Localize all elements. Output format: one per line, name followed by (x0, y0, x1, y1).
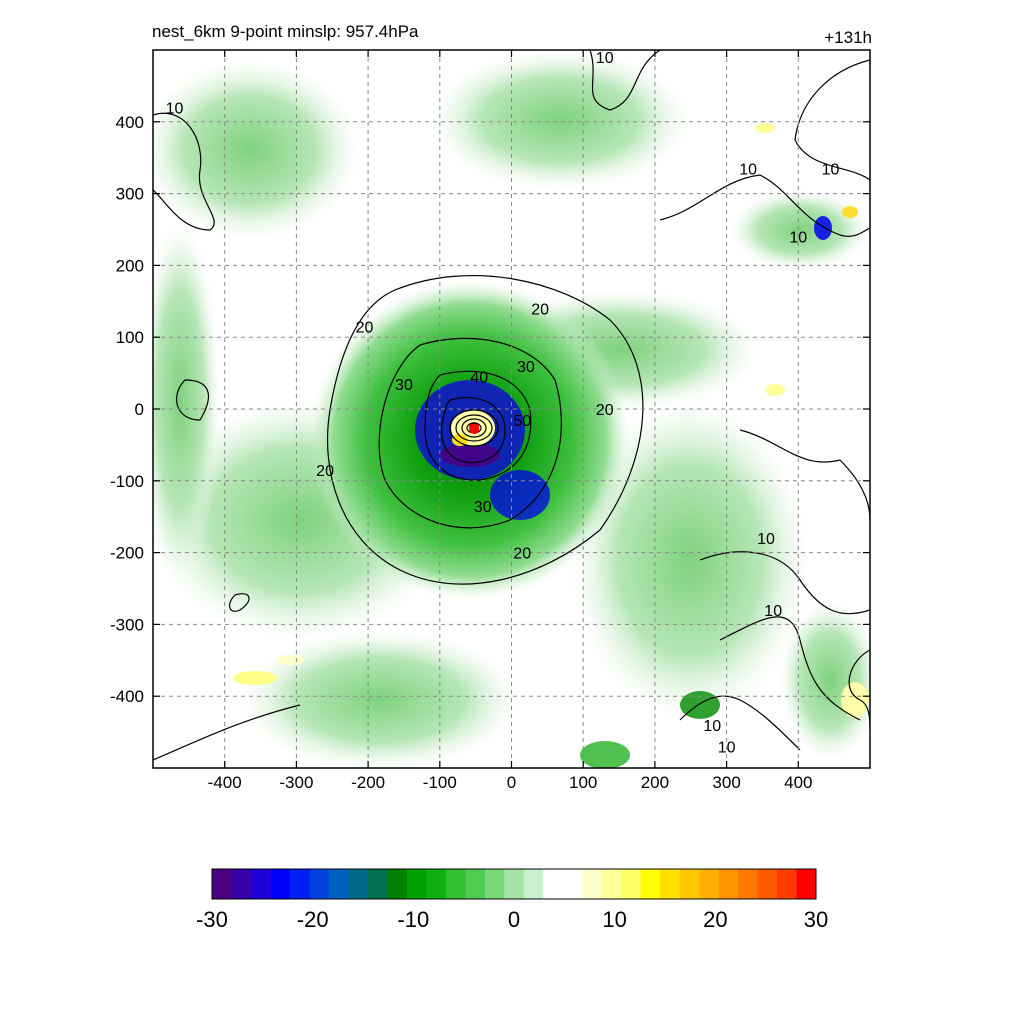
colorbar-tick-label: 0 (508, 907, 520, 932)
colorbar-cell (621, 869, 642, 899)
forecast-hour-label: +131h (824, 28, 872, 47)
plot-title: nest_6km 9-point minslp: 957.4hPa (152, 22, 419, 41)
colorbar-tick-label: -20 (297, 907, 329, 932)
colorbar-frame (211, 868, 817, 900)
colorbar-tick-label: 10 (602, 907, 626, 932)
colorbar-cell (504, 869, 525, 899)
colorbar-cell (465, 869, 486, 899)
colorbar-cell (796, 869, 817, 899)
contour-labels: 10 10 10 10 10 10 10 10 10 20 20 20 20 20 30 30 30 40 50 (166, 50, 840, 756)
colorbar-cell (543, 869, 564, 899)
colorbar-tick-label: 20 (703, 907, 727, 932)
contour-label: 30 (474, 499, 492, 516)
colorbar-cell (445, 869, 466, 899)
colorbar-cell (757, 869, 778, 899)
colorbar-cell (328, 869, 349, 899)
colorbar-cell (699, 869, 720, 899)
contour-label: 30 (395, 377, 413, 394)
contour-label: 10 (764, 603, 782, 620)
y-tick-label: -100 (110, 472, 144, 491)
colorbar-cell (738, 869, 759, 899)
x-tick-label: -200 (351, 773, 385, 792)
y-tick-label: -400 (110, 687, 144, 706)
colorbar-cell (289, 869, 310, 899)
colorbar-cell (484, 869, 505, 899)
colorbar-tick-label: -30 (196, 907, 228, 932)
colorbar: -30 -20 -10 0 10 20 30 (196, 868, 828, 932)
colorbar-cell (367, 869, 388, 899)
contour-label: 10 (596, 50, 614, 67)
colorbar-cell (523, 869, 544, 899)
axis-ticks: -400 -300 -200 -100 0 100 200 300 40040030020010… (110, 50, 870, 792)
colorbar-cell (250, 869, 271, 899)
colorbar-labels: -30 -20 -10 0 10 20 30 (196, 907, 828, 932)
contour-lines (153, 50, 870, 761)
colorbar-cell (387, 869, 408, 899)
colorbar-cell (231, 869, 252, 899)
contour-label: 10 (703, 718, 721, 735)
contour-label: 10 (757, 531, 775, 548)
colorbar-cell (718, 869, 739, 899)
colorbar-cell (777, 869, 798, 899)
x-tick-label: -400 (208, 773, 242, 792)
contour-label: 30 (517, 359, 535, 376)
contour-label: 50 (513, 413, 531, 430)
colorbar-cell (679, 869, 700, 899)
x-tick-label: -100 (423, 773, 457, 792)
x-tick-label: 0 (507, 773, 516, 792)
x-tick-label: 200 (641, 773, 669, 792)
colorbar-cell (562, 869, 583, 899)
contour-label: 20 (356, 319, 374, 336)
y-tick-label: 100 (116, 328, 144, 347)
colorbar-cell (426, 869, 447, 899)
contour-label: 20 (531, 301, 549, 318)
contour-label: 10 (739, 161, 757, 178)
colorbar-tick-label: 30 (804, 907, 828, 932)
colorbar-cell (601, 869, 622, 899)
y-tick-label: -200 (110, 544, 144, 563)
colorbar-cells (212, 869, 817, 899)
colorbar-cell (309, 869, 330, 899)
x-tick-label: 400 (784, 773, 812, 792)
colorbar-cell (270, 869, 291, 899)
storm-center-marker (469, 424, 480, 435)
colorbar-cell (660, 869, 681, 899)
colorbar-cell (582, 869, 603, 899)
contour-label: 10 (718, 739, 736, 756)
x-tick-label: -300 (279, 773, 313, 792)
colorbar-cell (212, 869, 232, 899)
contour-label: 20 (596, 402, 614, 419)
contour-label: 20 (316, 463, 334, 480)
colorbar-cell (406, 869, 427, 899)
y-tick-label: 0 (135, 400, 144, 419)
x-tick-label: 300 (712, 773, 740, 792)
contour-label: 20 (513, 546, 531, 563)
contour-label: 40 (470, 370, 488, 387)
contour-label: 10 (789, 230, 807, 247)
y-tick-label: -300 (110, 615, 144, 634)
colorbar-cell (348, 869, 369, 899)
y-tick-label: 300 (116, 185, 144, 204)
contour-label: 10 (822, 161, 840, 178)
y-tick-label: 400 (116, 113, 144, 132)
heatmap-field (153, 50, 870, 768)
contour-label: 10 (166, 100, 184, 117)
colorbar-tick-label: -10 (397, 907, 429, 932)
colorbar-cell (640, 869, 661, 899)
x-tick-label: 100 (569, 773, 597, 792)
y-tick-label: 200 (116, 256, 144, 275)
